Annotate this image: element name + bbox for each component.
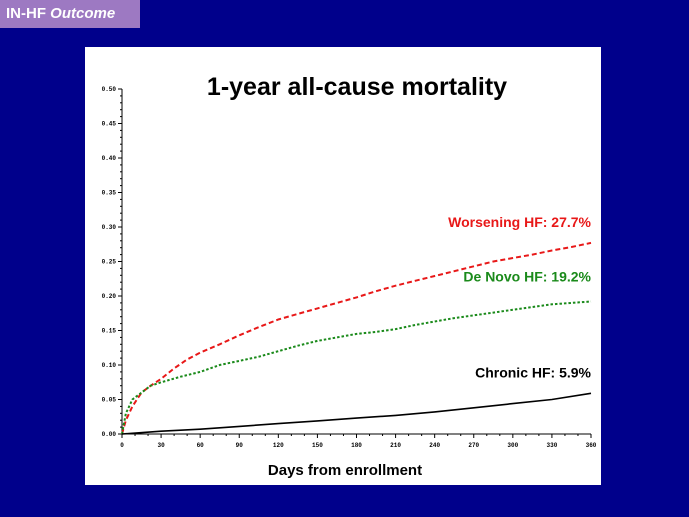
- axes: 0.00 0.05 0.10 0.15 0.20 0.25 0.30 0.35 0.40 0.45…: [102, 86, 597, 449]
- y-tick-label: 0.40: [102, 155, 117, 162]
- y-tick-label: 0.50: [102, 86, 117, 93]
- y-tick-label: 0.30: [102, 224, 117, 231]
- mortality-chart: 1-year all-cause mortality 0.000.050.100…: [102, 73, 597, 479]
- y-tick-label: 0.15: [102, 328, 117, 335]
- section-tag-prefix: IN-HF: [6, 5, 46, 22]
- x-tick-label: 270: [468, 442, 479, 449]
- y-tick-label: 0.25: [102, 259, 117, 266]
- x-tick-label: 330: [547, 442, 558, 449]
- y-tick-label: 0.00: [102, 431, 117, 438]
- x-tick-label: 210: [390, 442, 401, 449]
- y-tick-label: 0.10: [102, 362, 117, 369]
- x-tick-label: 120: [273, 442, 284, 449]
- x-tick-label: 360: [586, 442, 597, 449]
- series-line-chronic-hf: [121, 392, 592, 435]
- x-tick-label: 300: [507, 442, 518, 449]
- x-tick-label: 240: [429, 442, 440, 449]
- chart-panel: 1-year all-cause mortality 0.00 0.05 0.10 0…: [85, 47, 601, 485]
- x-axis-label: Days from enrollment: [268, 462, 422, 479]
- series-label-chronic-hf: Chronic HF: 5.9%: [475, 364, 591, 380]
- section-tag-italic: Outcome: [50, 5, 116, 22]
- series-layer: [121, 241, 592, 435]
- y-tick-label: 0.35: [102, 190, 117, 197]
- x-tick-label: 90: [236, 442, 244, 449]
- series-labels: Worsening HF: 27.7% De Novo HF: 19.2% Chro…: [448, 214, 591, 380]
- series-label-worsening-hf: Worsening HF: 27.7%: [448, 214, 591, 230]
- x-tick-label: 0: [120, 442, 124, 449]
- series-line-de-novo-hf: [121, 300, 592, 435]
- chart-title: 1-year all-cause mortality: [207, 73, 507, 101]
- section-tag: IN-HF Outcome: [0, 0, 140, 28]
- y-tick-label: 0.45: [102, 121, 117, 128]
- x-tick-label: 150: [312, 442, 323, 449]
- series-label-de-novo-hf: De Novo HF: 19.2%: [463, 269, 591, 285]
- y-tick-label: 0.20: [102, 293, 117, 300]
- x-tick-label: 60: [197, 442, 205, 449]
- series-line-worsening-hf: [121, 241, 592, 435]
- y-tick-label: 0.05: [102, 397, 117, 404]
- x-tick-label: 30: [157, 442, 165, 449]
- x-tick-label: 180: [351, 442, 362, 449]
